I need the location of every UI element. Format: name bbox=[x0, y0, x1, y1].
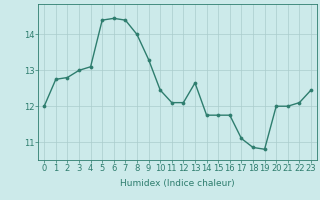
X-axis label: Humidex (Indice chaleur): Humidex (Indice chaleur) bbox=[120, 179, 235, 188]
